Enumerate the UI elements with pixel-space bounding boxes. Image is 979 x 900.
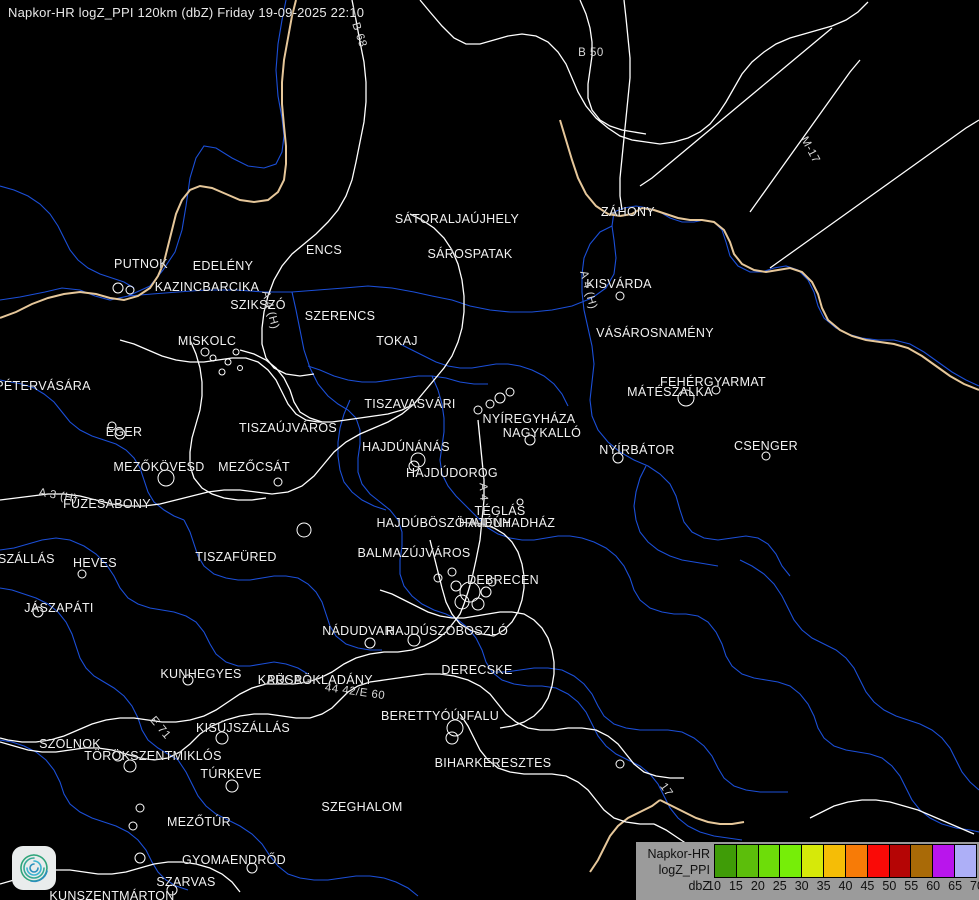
legend-tick: 10	[707, 879, 721, 893]
legend-tick: 30	[794, 879, 809, 893]
legend-caption: Napkor-HR logZ_PPI dbZ	[636, 844, 714, 894]
legend-line-1: Napkor-HR	[647, 847, 710, 861]
legend-tick: 50	[882, 879, 897, 893]
legend-tick: 40	[838, 879, 853, 893]
legend-swatch	[867, 845, 890, 877]
legend-swatch	[802, 845, 825, 877]
page-title: Napkor-HR logZ_PPI 120km (dbZ) Friday 19…	[8, 5, 365, 20]
legend-swatch	[933, 845, 956, 877]
legend-swatch	[889, 845, 912, 877]
legend-tick: 35	[816, 879, 831, 893]
legend-swatch-row	[714, 844, 977, 878]
legend-tick: 15	[728, 879, 743, 893]
legend-swatch	[911, 845, 934, 877]
legend-swatch	[824, 845, 846, 877]
legend-tick: 60	[926, 879, 941, 893]
radar-swirl-logo[interactable]	[12, 846, 56, 890]
color-scale-legend: Napkor-HR logZ_PPI dbZ 10 15 20 25 30 35 40 45 5…	[636, 842, 979, 900]
legend-swatch	[715, 845, 737, 877]
legend-swatch	[758, 845, 781, 877]
legend-swatch	[955, 845, 976, 877]
swirl-icon	[20, 854, 48, 883]
border-layer	[0, 0, 979, 873]
legend-tick: 20	[750, 879, 765, 893]
legend-tick: 45	[860, 879, 875, 893]
legend-tick: 55	[904, 879, 919, 893]
legend-swatch	[780, 845, 803, 877]
city-markers	[32, 282, 771, 896]
legend-tick: 25	[772, 879, 787, 893]
legend-tick: 65	[948, 879, 963, 893]
legend-tick-row: 10 15 20 25 30 35 40 45 50 55 60 65 70	[707, 878, 979, 898]
legend-swatch	[845, 845, 868, 877]
legend-swatch	[736, 845, 759, 877]
legend-line-2: logZ_PPI	[658, 863, 710, 877]
legend-tick: 70	[970, 879, 979, 893]
legend-line-3: dbZ	[688, 879, 710, 893]
